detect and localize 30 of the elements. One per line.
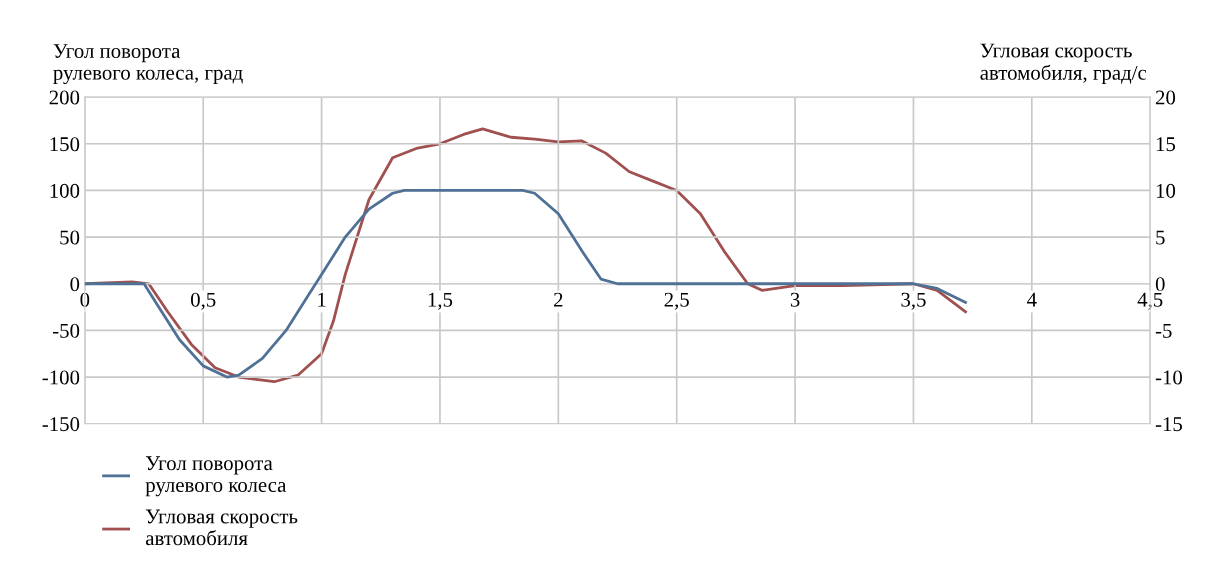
y-axis-title: Угол поворота рулевого колеса, град: [53, 44, 243, 85]
y2-tick-label: 10: [1156, 183, 1176, 198]
y-tick-label: -150: [42, 417, 80, 432]
y2-tick-label: 0: [1155, 277, 1165, 292]
x-tick-label: 0: [80, 292, 90, 307]
x-tick-label: 4,5: [1137, 292, 1163, 310]
x-tick-label: 1: [318, 292, 326, 307]
x-tick-label: 3,5: [901, 292, 926, 310]
y2-tick-label: 20: [1155, 90, 1176, 105]
y-tick-label: 100: [50, 183, 80, 198]
x-tick-label: 1,5: [428, 292, 453, 310]
legend-label: Угловая скорость автомобиля: [145, 509, 298, 546]
y-tick-label: 150: [50, 137, 80, 152]
x-tick-label: 4: [1027, 292, 1037, 307]
y2-axis-title: Угловая скорость автомобиля, град/с: [980, 43, 1147, 85]
legend-label: Угол поворота рулевого колеса: [145, 456, 287, 497]
x-tick-label: 2: [554, 292, 563, 307]
y2-tick-label: -5: [1155, 324, 1172, 338]
y-tick-label: 0: [70, 277, 80, 292]
y-tick-label: -100: [42, 370, 80, 385]
x-tick-label: 3: [790, 292, 800, 307]
y2-tick-label: 15: [1156, 137, 1176, 152]
y-tick-label: -50: [52, 323, 80, 338]
y-tick-label: 200: [49, 90, 80, 105]
x-tick-label: 0,5: [190, 292, 216, 310]
y2-tick-label: 5: [1156, 230, 1165, 245]
y2-tick-label: -15: [1155, 417, 1183, 432]
x-tick-label: 2,5: [664, 292, 689, 310]
y-tick-label: 50: [60, 230, 80, 245]
y2-tick-label: -10: [1155, 370, 1183, 385]
